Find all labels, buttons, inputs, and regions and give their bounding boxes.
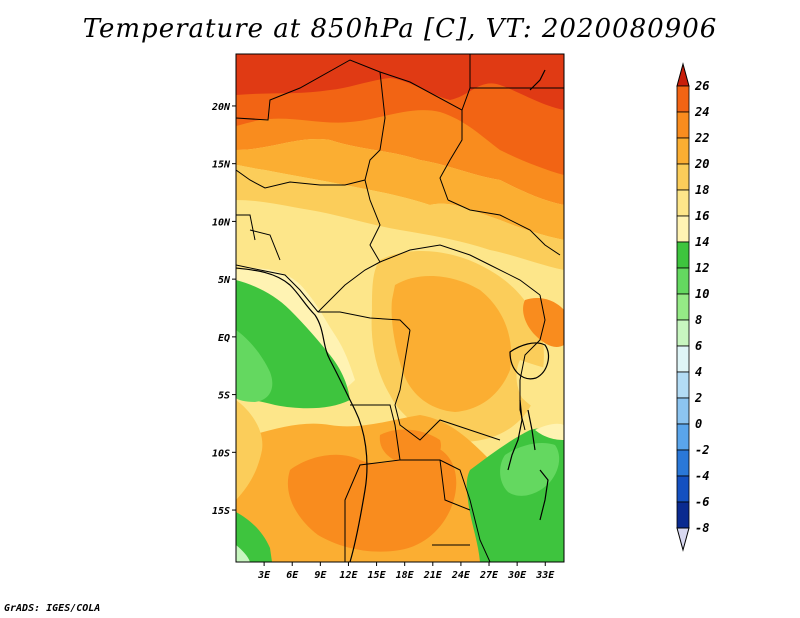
colorbar-label: -4	[695, 469, 709, 483]
map-frame	[235, 53, 565, 563]
colorbar-label: 14	[695, 235, 709, 249]
lon-tick-label: 33E	[535, 570, 555, 581]
colorbar-swatch	[676, 189, 690, 217]
colorbar-swatch	[676, 215, 690, 243]
lon-tick-label: 24E	[451, 570, 471, 581]
colorbar-swatch	[676, 85, 690, 113]
colorbar-swatch	[676, 241, 690, 269]
lon-tick-label: 30E	[507, 570, 527, 581]
colorbar-label: -6	[695, 495, 709, 509]
field-south-22b	[379, 429, 441, 465]
country-borders	[236, 54, 564, 562]
lon-tick-label: 18E	[396, 570, 415, 581]
chart-title: Temperature at 850hPa [C], VT: 202008090…	[82, 14, 718, 44]
colorbar-label: 0	[695, 417, 702, 431]
colorbar-label: 16	[695, 209, 709, 223]
lat-tick-label: 5N	[218, 275, 231, 286]
lon-tick-label: 6E	[286, 570, 299, 581]
field-sahel-20	[236, 138, 564, 240]
lat-tick-label: 20N	[211, 102, 231, 113]
lat-tick-label: 10S	[212, 448, 230, 459]
lat-tick-label: 5S	[218, 391, 230, 402]
colorbar-label: 12	[695, 261, 709, 275]
lat-tick-label: 10N	[212, 217, 231, 228]
lon-tick-label: 21E	[423, 570, 443, 581]
field-east-16	[516, 360, 564, 425]
lat-tick-label: 15S	[212, 506, 230, 517]
colorbar-top-arrow	[676, 62, 690, 87]
field-sahel-18	[236, 165, 564, 270]
field-southeast-14	[535, 423, 564, 440]
field-east-22	[523, 298, 564, 347]
colorbar-bottom-arrow	[676, 527, 690, 552]
colorbar-label: 26	[694, 79, 709, 93]
colorbar-swatch	[676, 163, 690, 191]
colorbar-label: 6	[695, 339, 702, 353]
colorbar-swatch	[676, 501, 690, 529]
lat-tick-label: 15N	[212, 160, 231, 171]
colorbar-swatch	[676, 423, 690, 451]
field-south-22	[287, 445, 457, 552]
colorbar-swatch	[676, 397, 690, 425]
colorbar-swatch	[676, 371, 690, 399]
longitude-axis: 3E 6E 9E 12E 15E 18E 21E 24E 27E 30E 33E	[257, 562, 555, 581]
colorbar-label: -2	[695, 443, 709, 457]
colorbar-label: 24	[694, 105, 709, 119]
coastline	[236, 69, 549, 562]
colorbar-label: 18	[695, 183, 709, 197]
colorbar-swatch	[676, 137, 690, 165]
latitude-axis: 20N 15N 10N 5N EQ 5S 10S 15S	[211, 102, 236, 517]
field-sw-coast-12	[236, 512, 272, 562]
colorbar-label: -8	[695, 521, 709, 535]
lon-tick-label: 15E	[368, 570, 387, 581]
colorbar-swatch	[676, 267, 690, 295]
field-southeast-10	[500, 443, 560, 496]
colorbar-swatch	[676, 319, 690, 347]
colorbar-swatch	[676, 449, 690, 477]
field-north-26	[236, 54, 564, 110]
field-sw-coast-8	[236, 545, 250, 562]
colorbar-label: 10	[695, 287, 709, 301]
colorbar-label: 4	[695, 365, 702, 379]
colorbar-label: 22	[694, 131, 709, 145]
field-west-10	[236, 330, 273, 402]
lat-tick-label: EQ	[218, 333, 230, 344]
temperature-field	[236, 54, 564, 562]
colorbar-swatch	[676, 111, 690, 139]
colorbar-label: 8	[695, 313, 702, 327]
colorbar-swatch	[676, 293, 690, 321]
lon-tick-label: 3E	[257, 570, 271, 581]
grads-credit: GrADS: IGES/COLA	[4, 603, 101, 614]
field-southwest-18	[236, 400, 263, 500]
lon-tick-label: 9E	[314, 570, 327, 581]
colorbar-swatch	[676, 345, 690, 373]
colorbar-label: 2	[694, 391, 702, 405]
lon-tick-label: 12E	[339, 570, 358, 581]
lon-tick-label: 27E	[479, 570, 499, 581]
colorbar-label: 20	[694, 157, 709, 171]
colorbar-swatch	[676, 475, 690, 503]
field-central-20	[391, 275, 512, 412]
